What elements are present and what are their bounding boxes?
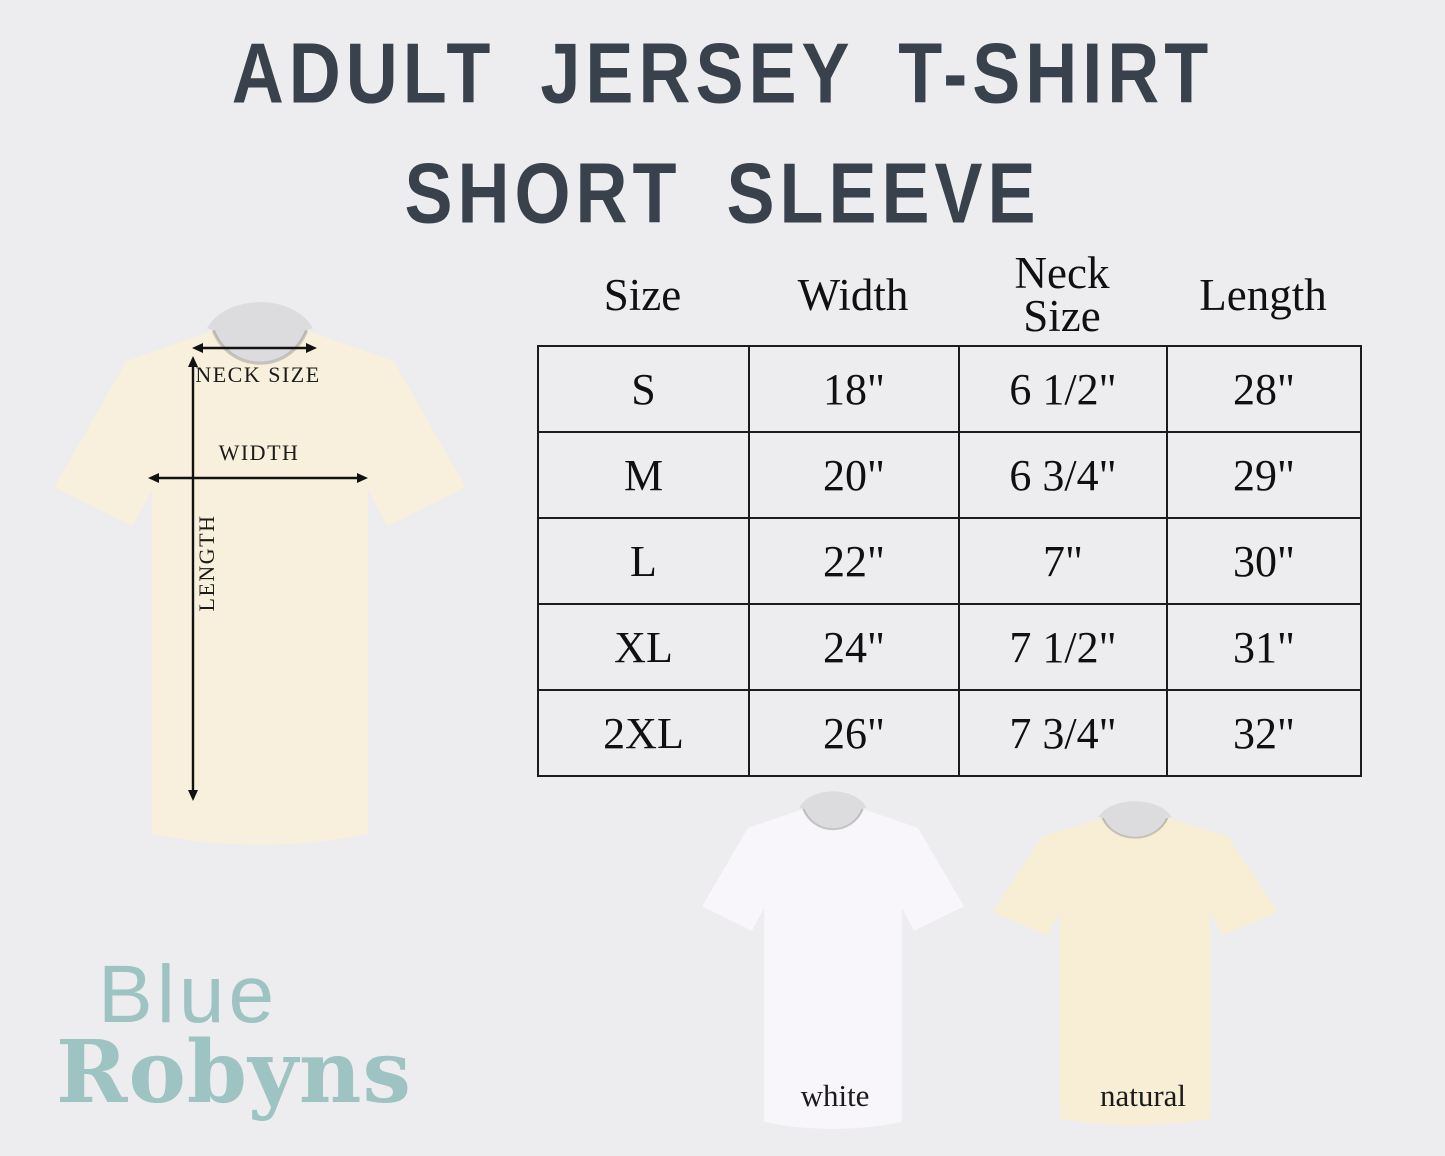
table-row: M 20" 6 3/4" 29" — [537, 431, 1362, 519]
column-header-width: Width — [797, 269, 909, 320]
color-option-white: white — [698, 790, 968, 1142]
size-table: S 18" 6 1/2" 28" M 20" 6 3/4" 29" L 22" … — [537, 345, 1362, 777]
table-row: L 22" 7" 30" — [537, 517, 1362, 605]
column-header-neck-size: Neck Size — [1014, 248, 1110, 341]
length-label: LENGTH — [194, 514, 219, 612]
white-shirt-label: white — [800, 1078, 870, 1113]
table-cell: 31" — [1166, 603, 1362, 691]
table-cell: 26" — [748, 689, 960, 777]
table-row: 2XL 26" 7 3/4" 32" — [537, 689, 1362, 777]
table-cell: 30" — [1166, 517, 1362, 605]
table-cell: 7" — [958, 517, 1168, 605]
column-header-length: Length — [1199, 269, 1327, 320]
table-cell: 24" — [748, 603, 960, 691]
brand-logo-line1: Blue — [98, 949, 279, 1040]
table-cell: 28" — [1166, 345, 1362, 433]
table-cell: 7 1/2" — [958, 603, 1168, 691]
table-row: XL 24" 7 1/2" 31" — [537, 603, 1362, 691]
color-option-natural: natural — [988, 800, 1282, 1138]
page-title-line2: SHORT SLEEVE — [404, 147, 1041, 242]
table-cell: 22" — [748, 517, 960, 605]
table-cell: 7 3/4" — [958, 689, 1168, 777]
width-label: WIDTH — [218, 440, 300, 465]
table-cell: 2XL — [537, 689, 750, 777]
brand-logo-line2: Robyns — [56, 1022, 412, 1123]
table-cell: 32" — [1166, 689, 1362, 777]
table-cell: 6 3/4" — [958, 431, 1168, 519]
table-cell: L — [537, 517, 750, 605]
table-cell: 6 1/2" — [958, 345, 1168, 433]
neck-size-label: NECK SIZE — [195, 362, 321, 387]
page-title-line1: ADULT JERSEY T-SHIRT — [231, 27, 1214, 122]
table-cell: 20" — [748, 431, 960, 519]
table-cell: XL — [537, 603, 750, 691]
column-header-size: Size — [603, 269, 682, 320]
table-cell: M — [537, 431, 750, 519]
table-cell: 18" — [748, 345, 960, 433]
table-column-headers: Size Width Neck Size Length — [537, 247, 1360, 343]
measurement-arrows-icon — [148, 343, 368, 801]
table-cell: 29" — [1166, 431, 1362, 519]
natural-shirt-label: natural — [1099, 1078, 1187, 1113]
measurement-diagram: NECK SIZE WIDTH LENGTH — [30, 290, 530, 890]
table-cell: S — [537, 345, 750, 433]
table-row: S 18" 6 1/2" 28" — [537, 345, 1362, 433]
